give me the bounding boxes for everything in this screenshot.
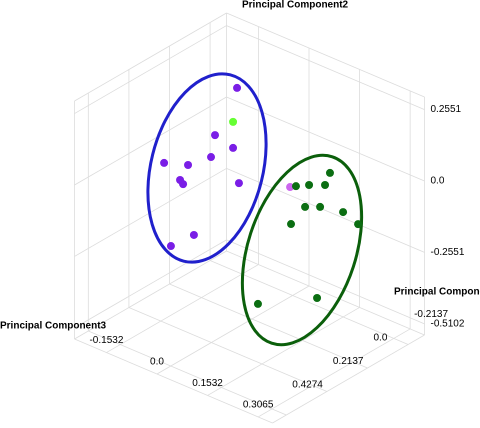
box-edge	[74, 338, 273, 424]
x-tick-label: 0.4274	[292, 380, 323, 391]
point	[184, 161, 193, 170]
grid-line	[169, 283, 368, 369]
box-edge	[272, 334, 425, 424]
grid-line	[106, 264, 259, 353]
cluster-ellipse	[240, 153, 364, 347]
point	[233, 83, 242, 92]
x-tick-label: 0.0	[374, 333, 388, 344]
box-edge	[74, 250, 227, 340]
box-edge	[226, 12, 425, 98]
grid-line	[156, 285, 310, 375]
point	[229, 117, 238, 126]
grid-line	[207, 307, 360, 396]
grid-line	[74, 25, 227, 114]
box-edge	[74, 12, 227, 102]
point	[321, 181, 330, 190]
grid-line	[74, 239, 227, 329]
z-axis-title: Principal Component3	[0, 321, 107, 332]
point	[339, 208, 348, 217]
point	[286, 183, 295, 192]
z-tick-label: 0.3065	[243, 400, 274, 411]
grid-line	[74, 96, 227, 186]
point	[305, 181, 314, 190]
x-tick-label: -0.2137	[414, 309, 448, 320]
grid-line	[128, 307, 328, 392]
point	[166, 242, 175, 251]
y-tick-label: 0.2551	[431, 104, 462, 115]
z-tick-label: 0.0	[150, 357, 164, 368]
y-tick-label: 0.0	[431, 176, 445, 187]
box-edge	[226, 250, 425, 336]
point	[229, 143, 238, 152]
point	[253, 299, 262, 308]
z-tick-label: -0.1532	[89, 335, 123, 346]
point	[313, 293, 322, 302]
x-tick-label: 0.2137	[333, 356, 364, 367]
grid-line	[226, 239, 425, 325]
grid-line	[226, 96, 425, 182]
y-axis-title: Principal Component2	[242, 0, 349, 11]
point	[316, 202, 325, 211]
point	[234, 179, 243, 188]
point	[354, 220, 363, 229]
point	[291, 182, 300, 191]
grid-line	[88, 330, 287, 416]
point	[211, 131, 220, 140]
grid-line	[226, 168, 425, 253]
z-tick-label: 0.1532	[192, 378, 223, 389]
point	[325, 168, 334, 177]
point	[160, 158, 169, 167]
y-tick-label: -0.2551	[431, 247, 465, 258]
grid	[74, 12, 425, 424]
cluster-ellipse	[146, 72, 268, 264]
point	[287, 220, 296, 229]
grid-line	[257, 328, 411, 418]
marks	[160, 83, 363, 308]
point	[207, 153, 216, 162]
grid-line	[226, 25, 425, 110]
point	[179, 180, 188, 189]
point	[189, 230, 198, 239]
x-axis-title: Principal Component1	[394, 287, 480, 298]
point	[301, 202, 310, 211]
y-tick-label: -0.5102	[431, 318, 465, 329]
